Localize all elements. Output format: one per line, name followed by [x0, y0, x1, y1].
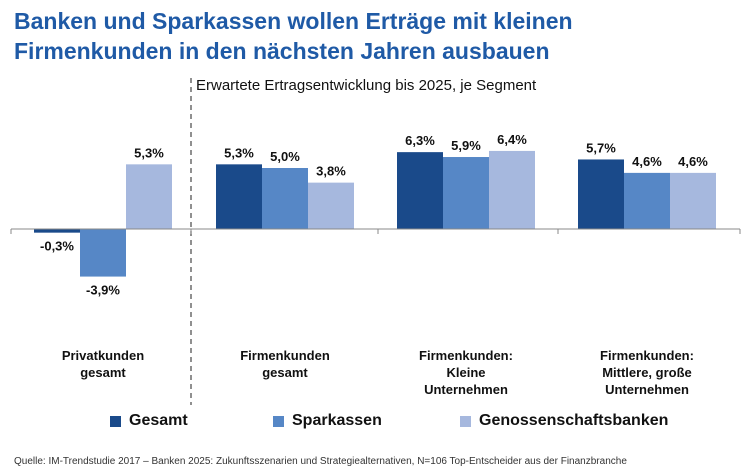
- legend-swatch-sparkassen: [273, 415, 284, 427]
- legend-item-genossenschaftsbanken: Genossenschaftsbanken: [460, 412, 668, 430]
- source-note: Quelle: IM-Trendstudie 2017 – Banken 202…: [14, 456, 627, 467]
- value-label-sparkassen-2: 5,9%: [451, 138, 481, 153]
- bar-sparkassen-3: [624, 172, 670, 229]
- bar-sparkassen-2: [443, 157, 489, 229]
- value-label-gesamt-0: -0,3%: [40, 239, 74, 254]
- category-label-0-line-0: Privatkunden: [62, 348, 144, 363]
- legend-swatch-genossenschaftsbanken: [460, 415, 471, 427]
- bar-sparkassen-0: [80, 229, 126, 277]
- category-label-0-line-1: gesamt: [80, 365, 126, 380]
- category-label-2-line-1: Kleine: [446, 365, 485, 380]
- value-label-sparkassen-0: -3,9%: [86, 283, 120, 298]
- bar-gesamt-0: [34, 229, 80, 233]
- legend-item-gesamt: Gesamt: [110, 412, 188, 430]
- bar-chart: -0,3% 5,3% 6,3% 5,7% -3,9% 5,0% 5,9% 4,6% 5,3% 3,…: [10, 78, 741, 405]
- bar-gesamt-3: [578, 159, 624, 229]
- chart-title: Banken und Sparkassen wollen Erträge mit…: [14, 6, 734, 66]
- bar-genossenschaftsbanken-3: [670, 172, 716, 229]
- value-label-gesamt-3: 5,7%: [586, 140, 616, 155]
- title-line-2: Firmenkunden in den nächsten Jahren ausb…: [14, 38, 550, 64]
- category-label-3-line-2: Unternehmen: [605, 382, 689, 397]
- title-line-1: Banken und Sparkassen wollen Erträge mit…: [14, 8, 573, 34]
- category-label-3-line-0: Firmenkunden:: [600, 348, 694, 363]
- value-label-genossenschaftsbanken-0: 5,3%: [134, 145, 164, 160]
- category-label-1-line-0: Firmenkunden: [240, 348, 330, 363]
- legend-label-genossenschaftsbanken: Genossenschaftsbanken: [479, 412, 669, 429]
- category-label-2: Firmenkunden: Kleine Unternehmen: [419, 348, 513, 397]
- bar-sparkassen-1: [262, 168, 308, 229]
- value-label-sparkassen-1: 5,0%: [270, 149, 300, 164]
- legend-swatch-gesamt: [110, 415, 121, 427]
- value-label-genossenschaftsbanken-2: 6,4%: [497, 132, 527, 147]
- bar-genossenschaftsbanken-1: [308, 182, 354, 229]
- value-label-sparkassen-3: 4,6%: [632, 154, 662, 169]
- bar-gesamt-1: [216, 164, 262, 229]
- category-label-1: Firmenkunden gesamt: [240, 348, 330, 380]
- value-label-gesamt-2: 6,3%: [405, 133, 435, 148]
- value-label-genossenschaftsbanken-1: 3,8%: [316, 164, 346, 179]
- bar-genossenschaftsbanken-2: [489, 150, 535, 229]
- category-label-1-line-1: gesamt: [262, 365, 308, 380]
- category-label-2-line-2: Unternehmen: [424, 382, 508, 397]
- value-label-genossenschaftsbanken-3: 4,6%: [678, 154, 708, 169]
- legend: Gesamt Sparkassen Genossenschaftsbanken: [0, 412, 750, 434]
- category-label-2-line-0: Firmenkunden:: [419, 348, 513, 363]
- category-label-3: Firmenkunden: Mittlere, große Unternehmen: [600, 348, 694, 397]
- bar-genossenschaftsbanken-0: [126, 164, 172, 229]
- category-label-3-line-1: Mittlere, große: [602, 365, 692, 380]
- legend-label-gesamt: Gesamt: [129, 412, 188, 429]
- bar-gesamt-2: [397, 152, 443, 229]
- chart-subtitle: Erwartete Ertragsentwicklung bis 2025, j…: [196, 77, 537, 94]
- legend-label-sparkassen: Sparkassen: [292, 412, 382, 429]
- legend-item-sparkassen: Sparkassen: [273, 412, 382, 430]
- value-label-gesamt-1: 5,3%: [224, 145, 254, 160]
- category-label-0: Privatkunden gesamt: [62, 348, 144, 380]
